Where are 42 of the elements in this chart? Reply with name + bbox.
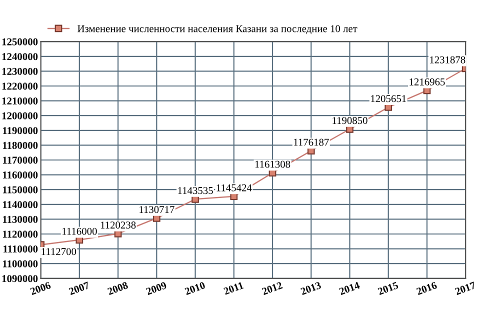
data-label: 1161308 [255,160,290,168]
data-label: 1205651 [371,95,406,102]
x-tick-label: 2017 [454,282,476,296]
data-label: 1112700 [42,248,76,256]
y-tick-label: 1100000 [2,260,38,268]
data-label: 1116000 [62,228,97,235]
y-tick-label: 1250000 [2,38,38,46]
x-tick-label: 2014 [338,282,360,296]
x-tick-label: 2013 [300,282,322,296]
y-tick-label: 1130000 [2,216,38,223]
x-tick-label: 2009 [146,282,167,296]
x-tick-label: 2011 [223,282,244,295]
y-tick-label: 1150000 [2,186,38,194]
data-label: 1231878 [430,56,466,64]
data-label: 1145424 [216,184,252,192]
data-label: 1130717 [140,206,174,214]
data-label: 1176187 [294,138,329,146]
y-tick-label: 1200000 [2,112,38,120]
y-tick-label: 1220000 [2,82,38,90]
data-label: 1120238 [100,222,136,229]
y-tick-label: 1210000 [2,97,38,105]
x-tick-label: 2008 [107,282,128,296]
x-tick-label: 2012 [262,282,283,296]
y-tick-label: 1140000 [2,201,38,208]
x-tick-label: 2016 [416,282,438,296]
y-tick-label: 1110000 [4,245,38,253]
y-tick-label: 1170000 [2,156,38,164]
legend-label: Изменение численности населения Казани за последние 10 лет [78,25,358,34]
x-tick-label: 2007 [68,282,90,296]
y-tick-label: 1230000 [2,68,38,75]
x-tick-label: 2006 [30,282,52,296]
data-label: 1190850 [332,117,368,124]
y-tick-label: 1120000 [2,230,38,238]
data-label: 1216965 [410,78,445,86]
y-tick-label: 1190000 [2,127,38,134]
x-tick-label: 2015 [377,282,399,296]
y-tick-label: 1180000 [2,142,38,149]
y-tick-label: 1090000 [2,275,38,282]
y-tick-label: 1240000 [2,53,38,60]
x-tick-label: 2010 [184,282,206,296]
y-tick-label: 1160000 [2,171,38,179]
data-label: 1143535 [178,187,213,194]
